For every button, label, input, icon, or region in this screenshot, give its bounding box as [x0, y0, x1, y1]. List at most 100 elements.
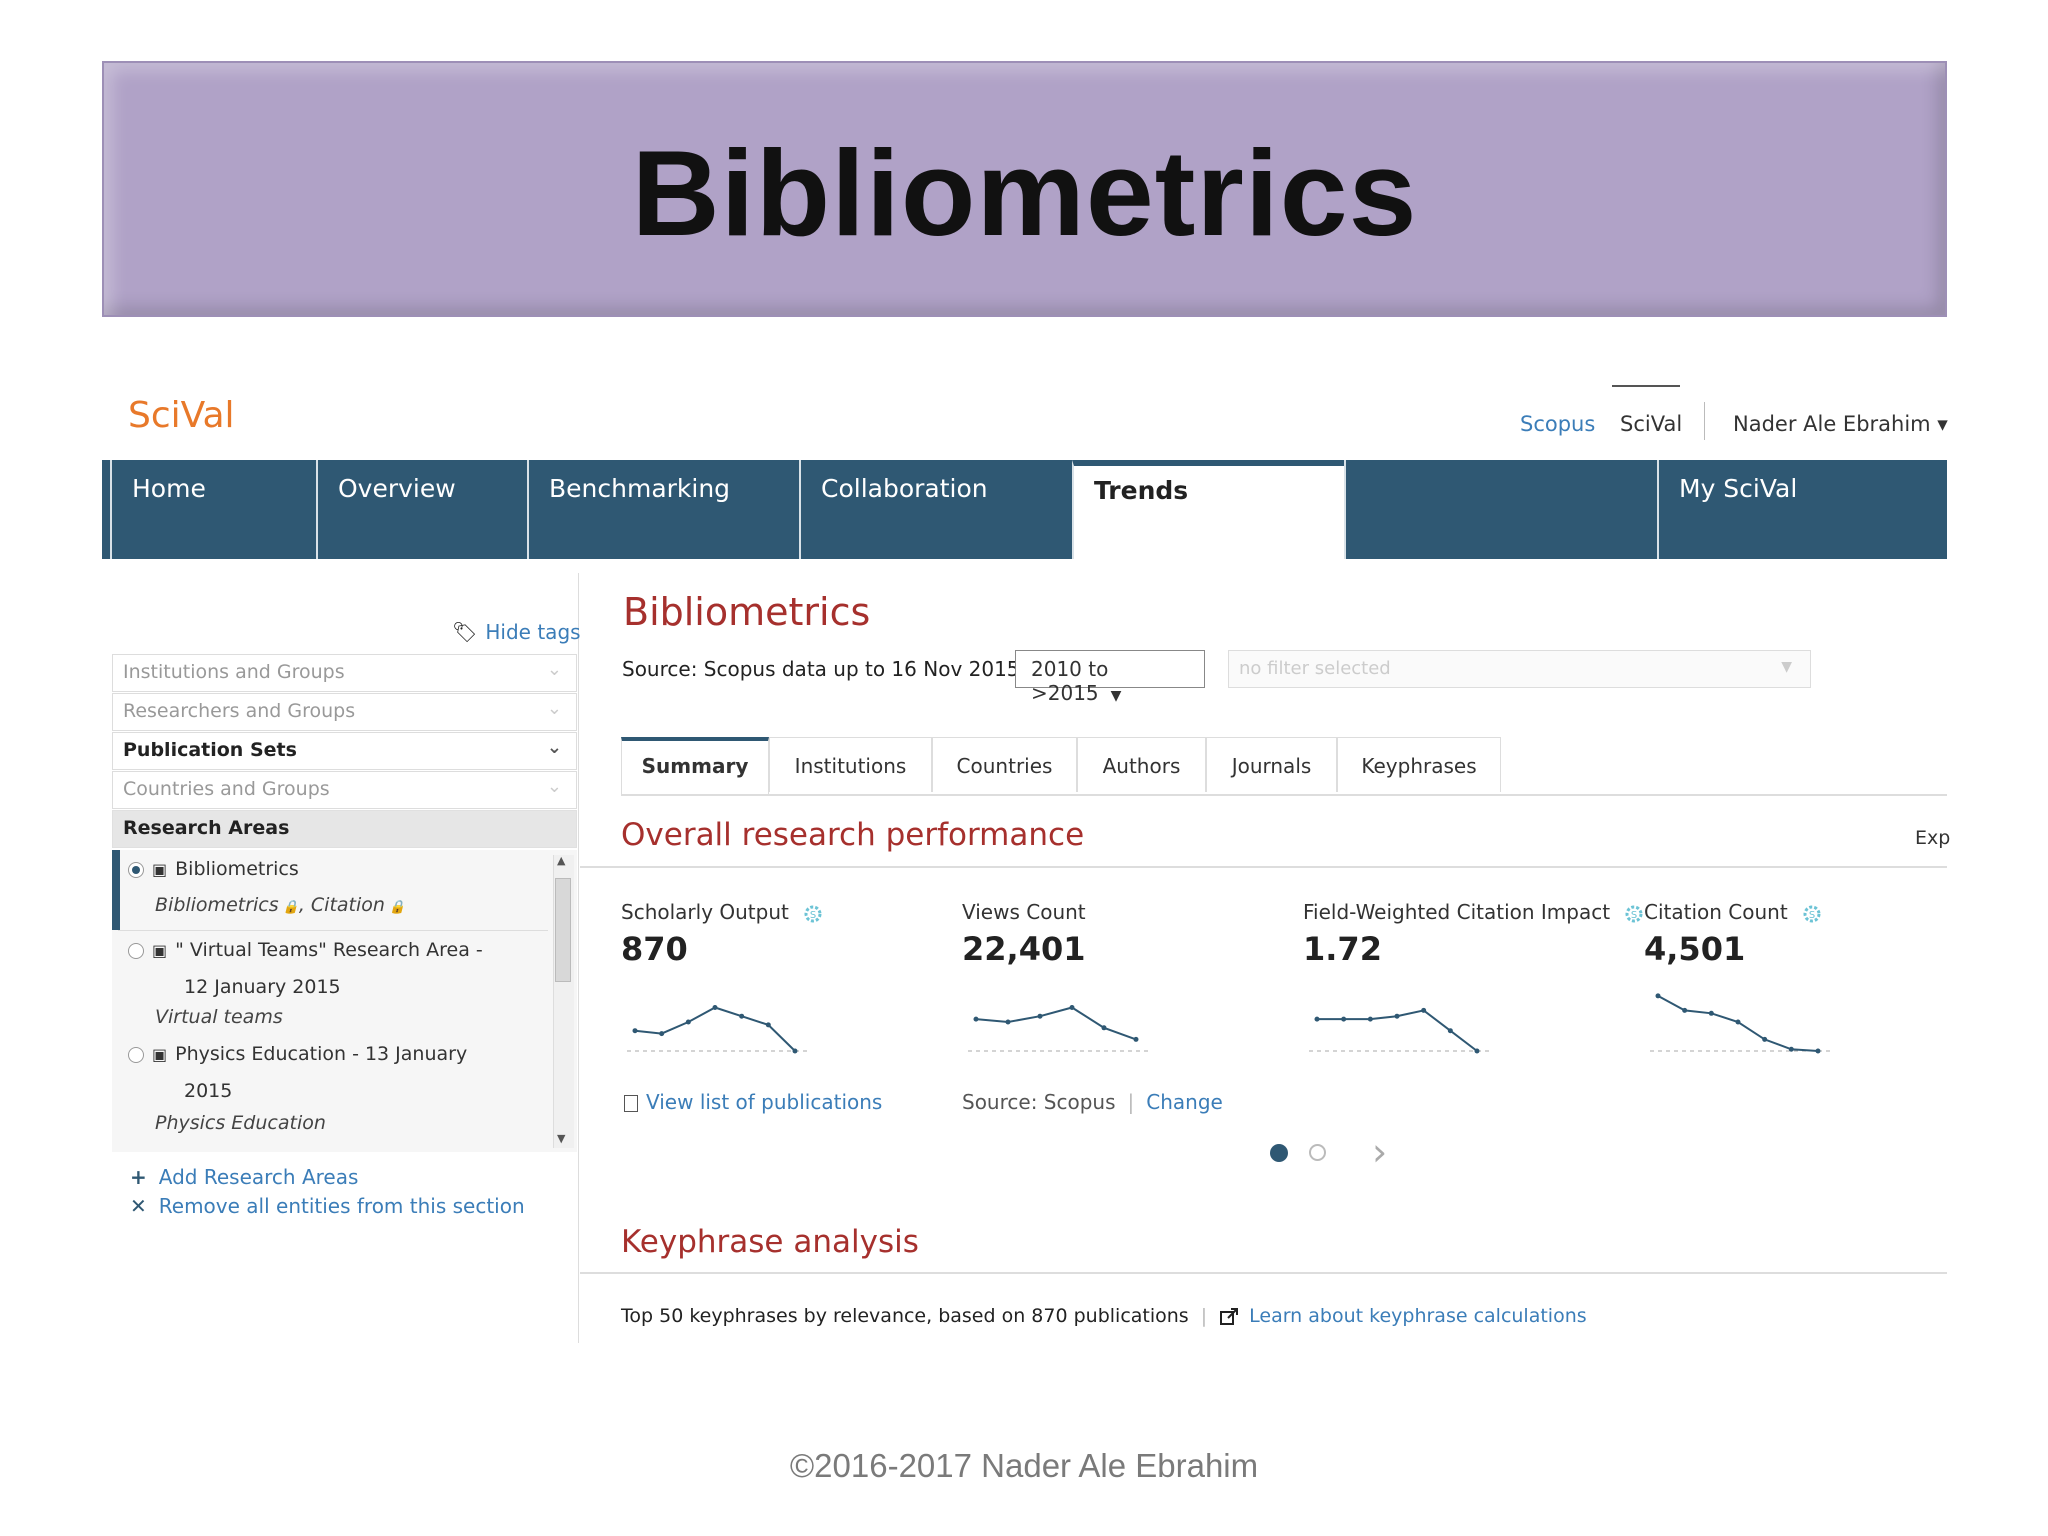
metric-label-text: Scholarly Output — [621, 900, 789, 924]
metric-value-citation-count: 4,501 — [1644, 930, 1746, 968]
section-countries[interactable]: Countries and Groups ⌄ — [112, 771, 577, 809]
research-area-item[interactable]: ▣ Physics Education - 13 January — [128, 1043, 467, 1065]
slide-title: Bibliometrics — [631, 125, 1418, 261]
scrollbar-thumb[interactable] — [555, 878, 571, 982]
sparkline-point — [1394, 1013, 1400, 1019]
sparkline-point — [659, 1031, 665, 1037]
metric-label-text: Citation Count — [1644, 900, 1788, 924]
metric-label-citation-count: Citation Count S — [1644, 900, 1824, 926]
add-research-areas-link[interactable]: + Add Research Areas — [130, 1165, 358, 1189]
sparkline-point — [1474, 1048, 1480, 1054]
nav-collaboration[interactable]: Collaboration — [799, 460, 1072, 559]
nav-trends[interactable]: Trends — [1072, 460, 1344, 559]
hide-tags-label: Hide tags — [485, 620, 581, 644]
research-area-list — [112, 850, 577, 1152]
research-area-item[interactable]: ▣ " Virtual Teams" Research Area - — [128, 939, 483, 961]
change-source-link[interactable]: Change — [1146, 1090, 1223, 1114]
remove-label: Remove all entities from this section — [158, 1194, 525, 1218]
metric-label-fwci: Field-Weighted Citation Impact S — [1303, 900, 1646, 926]
sparkline-point — [632, 1028, 638, 1034]
chevron-down-icon: ⌄ — [546, 698, 562, 719]
section-title-keyphrase: Keyphrase analysis — [621, 1224, 919, 1260]
nav-home[interactable]: Home — [110, 460, 316, 559]
tab-summary[interactable]: Summary — [621, 737, 769, 794]
tab-countries[interactable]: Countries — [932, 737, 1077, 792]
sparkline-point — [1421, 1007, 1427, 1013]
research-area-item[interactable]: ▣ Bibliometrics — [128, 858, 299, 880]
filter-placeholder: no filter selected — [1239, 658, 1391, 679]
section-publication-sets[interactable]: Publication Sets ⌄ — [112, 732, 577, 770]
sparkline-point — [1367, 1016, 1373, 1022]
hide-tags-link[interactable]: 🏷 Hide tags — [452, 620, 581, 644]
metric-label-views-count: Views Count — [962, 900, 1086, 924]
nav-my-scival[interactable]: My SciVal — [1657, 460, 1947, 559]
caret-down-icon: ▼ — [1781, 659, 1792, 675]
svg-text:S: S — [810, 910, 816, 921]
radio-unselected[interactable] — [128, 1046, 144, 1063]
scival-link[interactable]: SciVal — [1620, 412, 1683, 436]
tab-journals[interactable]: Journals — [1206, 737, 1337, 792]
tab-keyphrases[interactable]: Keyphrases — [1337, 737, 1501, 792]
sidebar-divider — [578, 573, 579, 1343]
tab-institutions[interactable]: Institutions — [769, 737, 932, 792]
radio-unselected[interactable] — [128, 942, 144, 959]
section-institutions[interactable]: Institutions and Groups ⌄ — [112, 654, 577, 692]
scroll-down-arrow-icon[interactable]: ▼ — [557, 1132, 566, 1145]
snowball-metric-icon[interactable]: S — [801, 902, 825, 926]
remove-all-link[interactable]: ✕ Remove all entities from this section — [130, 1194, 525, 1218]
sparkline-point — [685, 1019, 691, 1025]
year-range-value: 2010 to >2015 — [1031, 657, 1109, 705]
header-divider — [1704, 402, 1705, 440]
section-research-areas[interactable]: Research Areas — [112, 810, 577, 848]
add-label: Add Research Areas — [158, 1165, 359, 1189]
tag-text: , Citation — [298, 894, 385, 916]
carousel-dot-active[interactable] — [1270, 1144, 1288, 1162]
entity-set-icon: ▣ — [152, 941, 168, 960]
scival-logo[interactable]: SciVal — [128, 395, 235, 436]
tag-text: Bibliometrics — [155, 894, 279, 916]
view-publications-link[interactable]: View list of publications — [624, 1090, 882, 1114]
export-button[interactable]: Exp — [1915, 827, 1951, 849]
sparkline-point — [765, 1022, 771, 1028]
entity-set-icon: ▣ — [152, 860, 168, 879]
keyphrase-description: Top 50 keyphrases by relevance, based on… — [621, 1305, 1587, 1327]
nav-benchmarking[interactable]: Benchmarking — [527, 460, 799, 559]
sparkline-scholarly-output — [627, 1005, 807, 1054]
filter-select[interactable]: no filter selected ▼ — [1228, 650, 1811, 688]
metric-label-text: Field-Weighted Citation Impact — [1303, 900, 1611, 924]
tab-authors[interactable]: Authors — [1077, 737, 1206, 792]
separator: | — [1200, 1305, 1208, 1327]
radio-selected[interactable] — [128, 861, 144, 878]
view-list-label: View list of publications — [646, 1090, 883, 1114]
sparkline-line — [975, 1006, 1137, 1041]
sparkline-point — [1005, 1019, 1011, 1025]
sparkline-point — [1037, 1013, 1043, 1019]
chevron-right-icon[interactable]: › — [1372, 1130, 1388, 1174]
research-area-tags: Virtual teams — [155, 1006, 283, 1028]
sparkline-point — [712, 1005, 718, 1010]
nav-overview[interactable]: Overview — [316, 460, 527, 559]
sparkline-point — [1069, 1005, 1075, 1010]
sparkline-point — [792, 1048, 798, 1054]
close-icon: ✕ — [130, 1194, 147, 1218]
snowball-metric-icon[interactable]: S — [1800, 902, 1824, 926]
chevron-down-icon: ⌄ — [546, 659, 562, 680]
sparkline-point — [1655, 993, 1661, 999]
sparkline-views-count — [968, 1005, 1148, 1052]
carousel-dot[interactable] — [1309, 1144, 1326, 1161]
year-range-select[interactable]: 2010 to >2015 ▼ — [1015, 650, 1205, 705]
sparkline-point — [739, 1013, 745, 1019]
user-menu[interactable]: Nader Ale Ebrahim ▾ — [1733, 412, 1948, 436]
svg-text:S: S — [1631, 910, 1637, 921]
sparkline-point — [1341, 1016, 1347, 1022]
source-label: Source: Scopus — [962, 1090, 1116, 1114]
learn-keyphrase-link[interactable]: Learn about keyphrase calculations — [1249, 1305, 1587, 1327]
page-title: Bibliometrics — [623, 590, 871, 634]
section-researchers[interactable]: Researchers and Groups ⌄ — [112, 693, 577, 731]
scopus-link[interactable]: Scopus — [1520, 412, 1596, 436]
snowball-metric-icon[interactable]: S — [1622, 902, 1646, 926]
scroll-up-arrow-icon[interactable]: ▲ — [557, 854, 566, 867]
caret-down-icon: ▼ — [1110, 688, 1122, 704]
section-label: Institutions and Groups — [123, 661, 345, 683]
keyphrase-text: Top 50 keyphrases by relevance, based on… — [621, 1305, 1189, 1327]
